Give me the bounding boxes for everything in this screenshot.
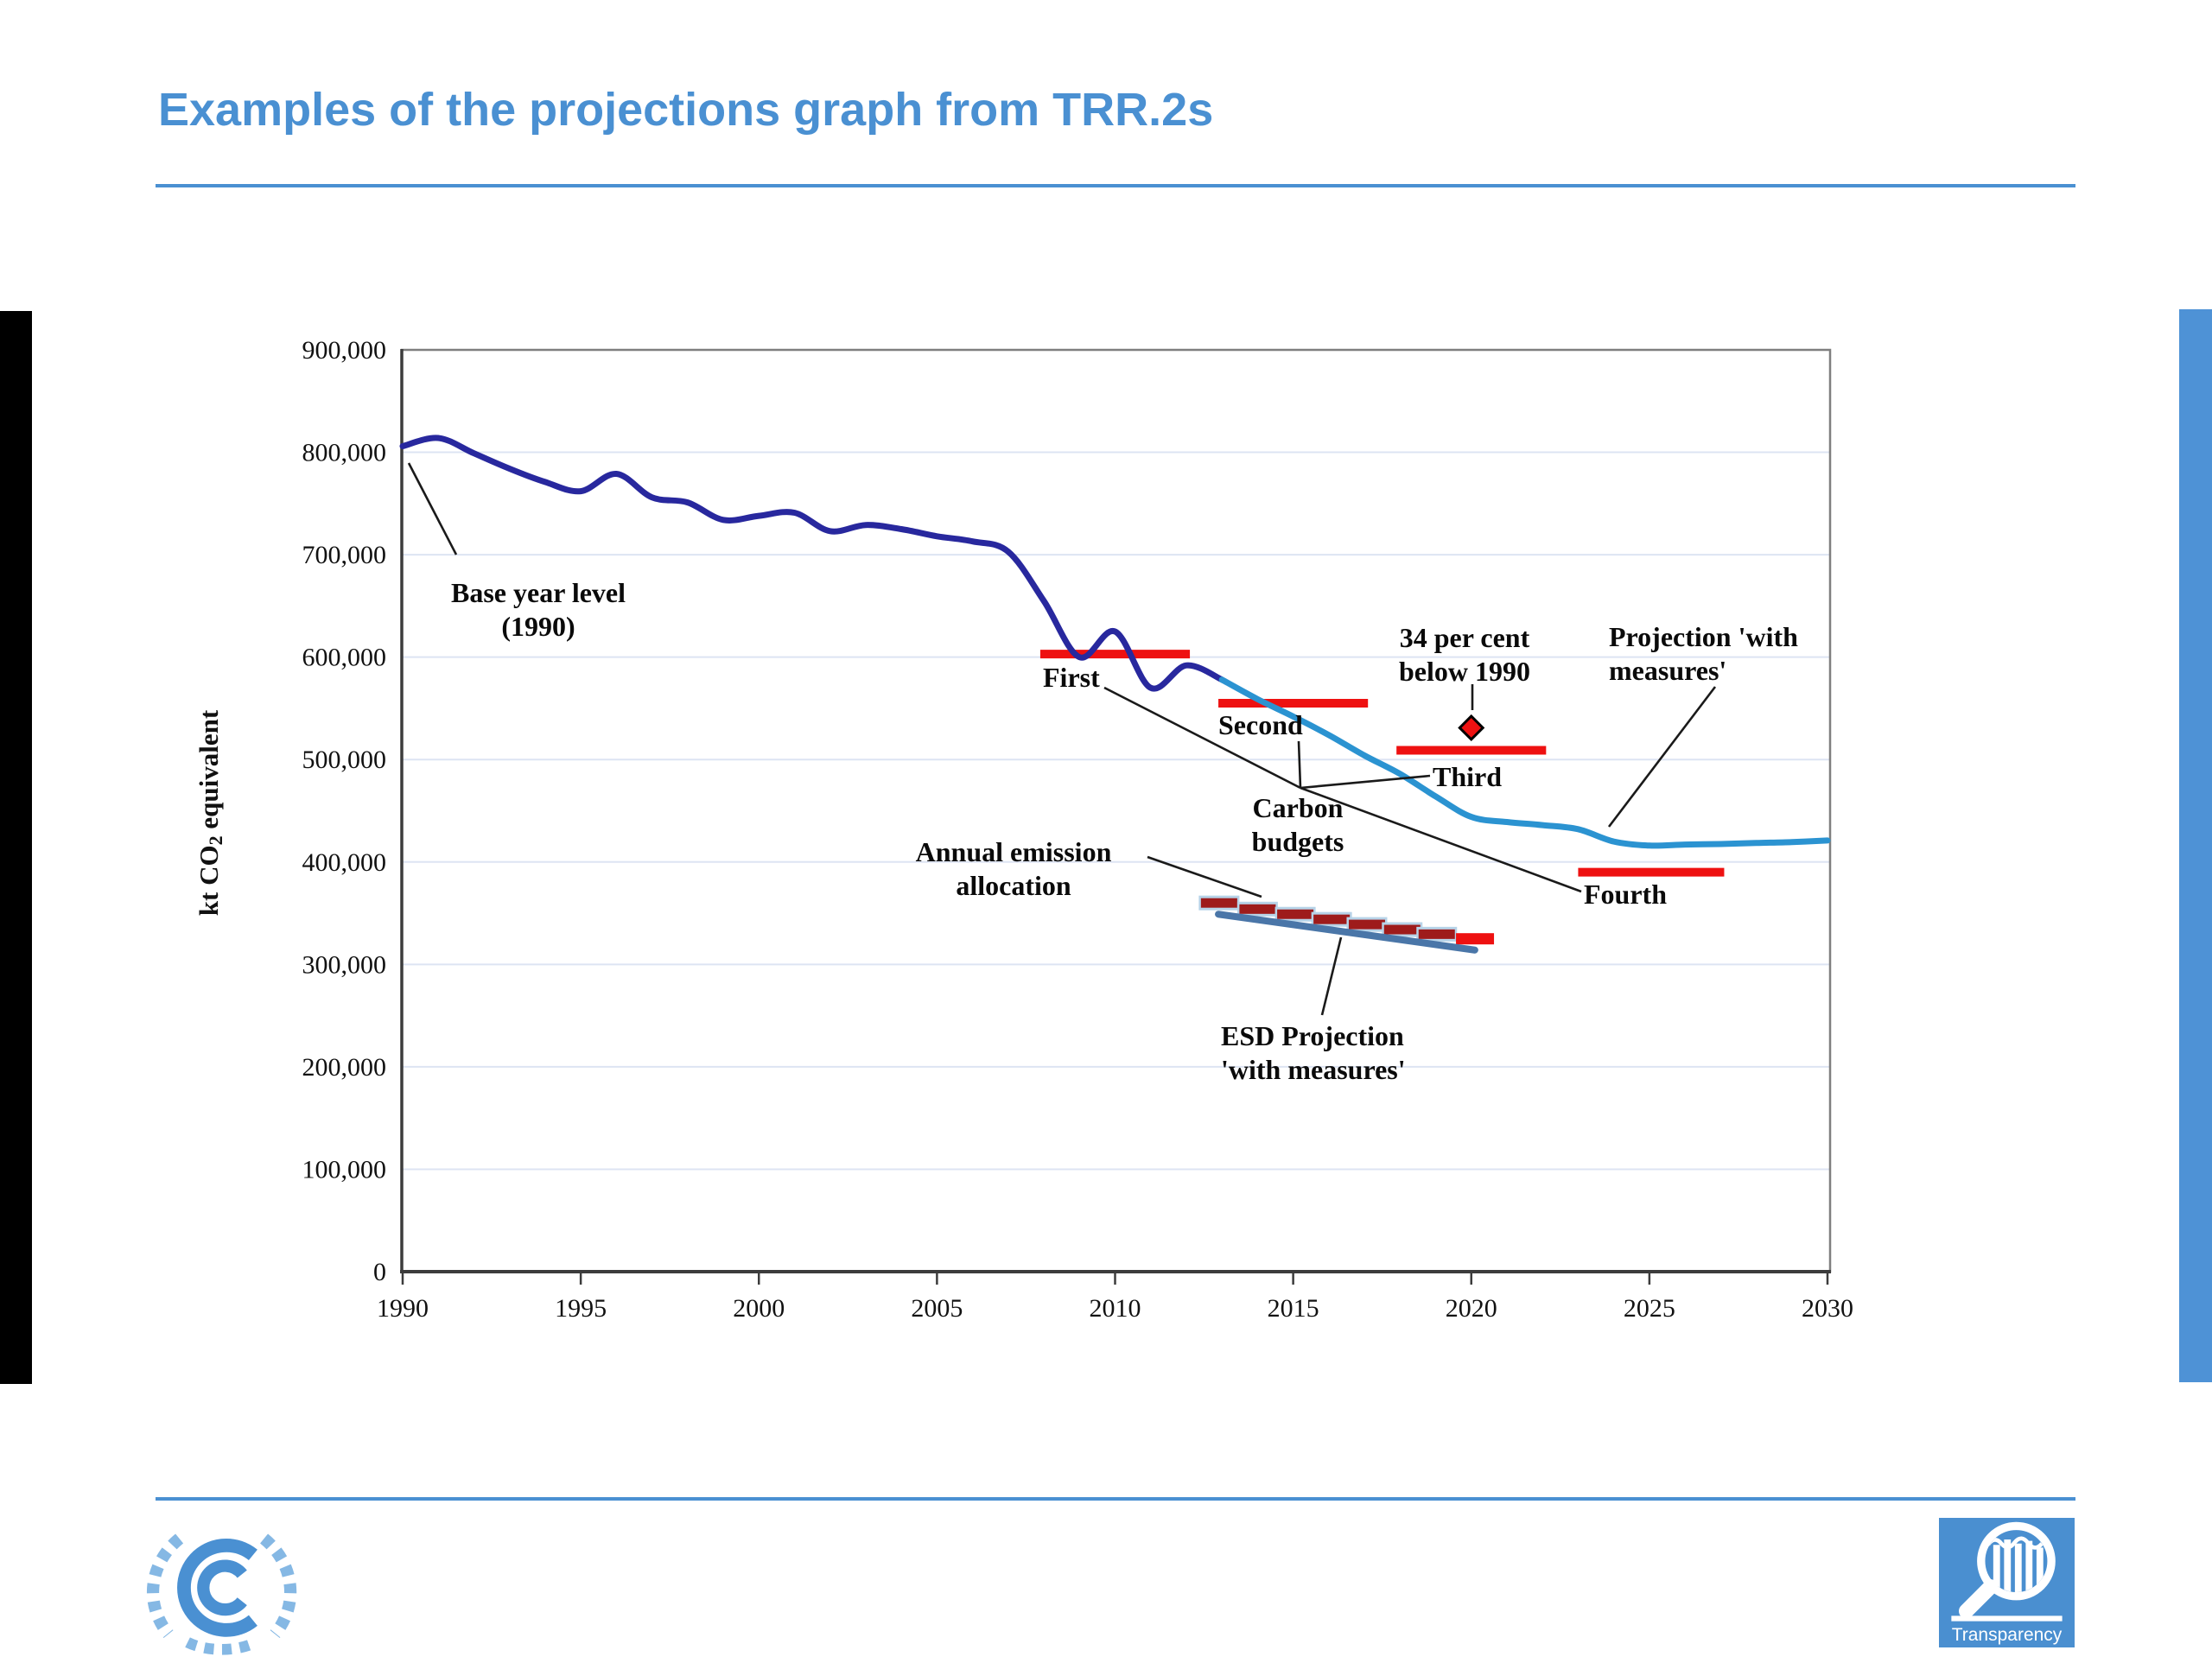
x-tick-label: 2015: [1268, 1294, 1319, 1323]
outer-c-icon: [177, 1538, 257, 1637]
budget-label-fourth: Fourth: [1584, 879, 1667, 910]
leader-line: [407, 462, 458, 555]
y-tick-label: 400,000: [302, 848, 387, 877]
plot-border: [400, 348, 1832, 1273]
annotation-carbon-budgets: Carbon: [1253, 792, 1344, 823]
budget-label-third: Third: [1433, 761, 1502, 792]
leader-line: [1147, 855, 1262, 898]
projection-with-measures-line: [1218, 676, 1831, 849]
aea-dash: [1348, 919, 1385, 930]
leader-line: [1297, 740, 1302, 789]
page-title: Examples of the projections graph from T…: [158, 84, 1214, 136]
x-tick-label: 2000: [733, 1294, 785, 1323]
unfccc-logo: [146, 1533, 297, 1655]
budget-label-first: First: [1043, 662, 1100, 693]
annotation-base-year: Base year level: [451, 577, 626, 608]
y-tick-label: 500,000: [302, 746, 387, 774]
y-tick-label: 600,000: [302, 644, 387, 672]
x-tick-label: 2005: [911, 1294, 963, 1323]
leader-line: [1300, 774, 1431, 790]
annotation-aea: Annual emission: [916, 836, 1112, 867]
aea-dash: [1200, 898, 1237, 908]
y-axis-title: kt CO2 equivalent: [194, 709, 226, 916]
annotation-base-year: (1990): [501, 611, 575, 642]
aea-dash: [1418, 929, 1455, 939]
aea-dash: [1456, 933, 1495, 945]
y-tick-label: 900,000: [302, 336, 387, 365]
x-tick-label: 2025: [1624, 1294, 1675, 1323]
inner-c-icon: [197, 1559, 247, 1616]
annotation-aea: allocation: [956, 870, 1071, 901]
leader-line: [1607, 686, 1717, 828]
left-letterbox-bar: [0, 311, 32, 1384]
annotation-esd: ESD Projection: [1221, 1020, 1404, 1051]
budget-label-second: Second: [1218, 709, 1303, 740]
annotation-carbon-budgets: budgets: [1252, 826, 1344, 857]
y-tick-label: 100,000: [302, 1155, 387, 1184]
annotation-esd: 'with measures': [1221, 1054, 1406, 1085]
footer-divider-rule: [156, 1497, 2075, 1501]
aea-dash: [1239, 904, 1276, 914]
x-tick-label: 2020: [1446, 1294, 1497, 1323]
aea-dash: [1313, 914, 1351, 924]
laurel-right-icon: [259, 1533, 297, 1639]
annotation-target: 34 per cent: [1400, 622, 1530, 653]
laurel-bottom-icon: [185, 1637, 258, 1655]
y-tick-label: 0: [373, 1258, 386, 1286]
transparency-logo: Transparency: [1939, 1518, 2075, 1647]
aea-dash: [1383, 924, 1421, 935]
x-tick-label: 1995: [555, 1294, 607, 1323]
leader-line: [1103, 686, 1301, 790]
historical-emissions-line: [399, 435, 1225, 692]
x-tick-label: 2010: [1090, 1294, 1141, 1323]
y-tick-label: 300,000: [302, 950, 387, 979]
target-diamond: [1458, 714, 1485, 742]
transparency-label: Transparency: [1951, 1625, 2063, 1645]
annotation-projection: measures': [1609, 655, 1726, 686]
x-tick-label: 1990: [377, 1294, 429, 1323]
right-letterbox-bar: [2179, 309, 2212, 1382]
laurel-left-icon: [146, 1533, 184, 1639]
leader-line: [1300, 786, 1582, 893]
x-tick-label: 2030: [1802, 1294, 1853, 1323]
leader-line: [1320, 936, 1343, 1016]
annotation-target: below 1990: [1399, 656, 1530, 687]
y-tick-label: 700,000: [302, 541, 387, 569]
aea-dash: [1277, 909, 1314, 919]
title-divider-rule: [156, 184, 2075, 187]
y-tick-label: 200,000: [302, 1053, 387, 1082]
annotation-projection: Projection 'with: [1609, 621, 1798, 652]
y-tick-label: 800,000: [302, 439, 387, 467]
esd-projection-line: [1215, 911, 1478, 954]
magnifier-chart-icon: [1951, 1521, 2063, 1622]
